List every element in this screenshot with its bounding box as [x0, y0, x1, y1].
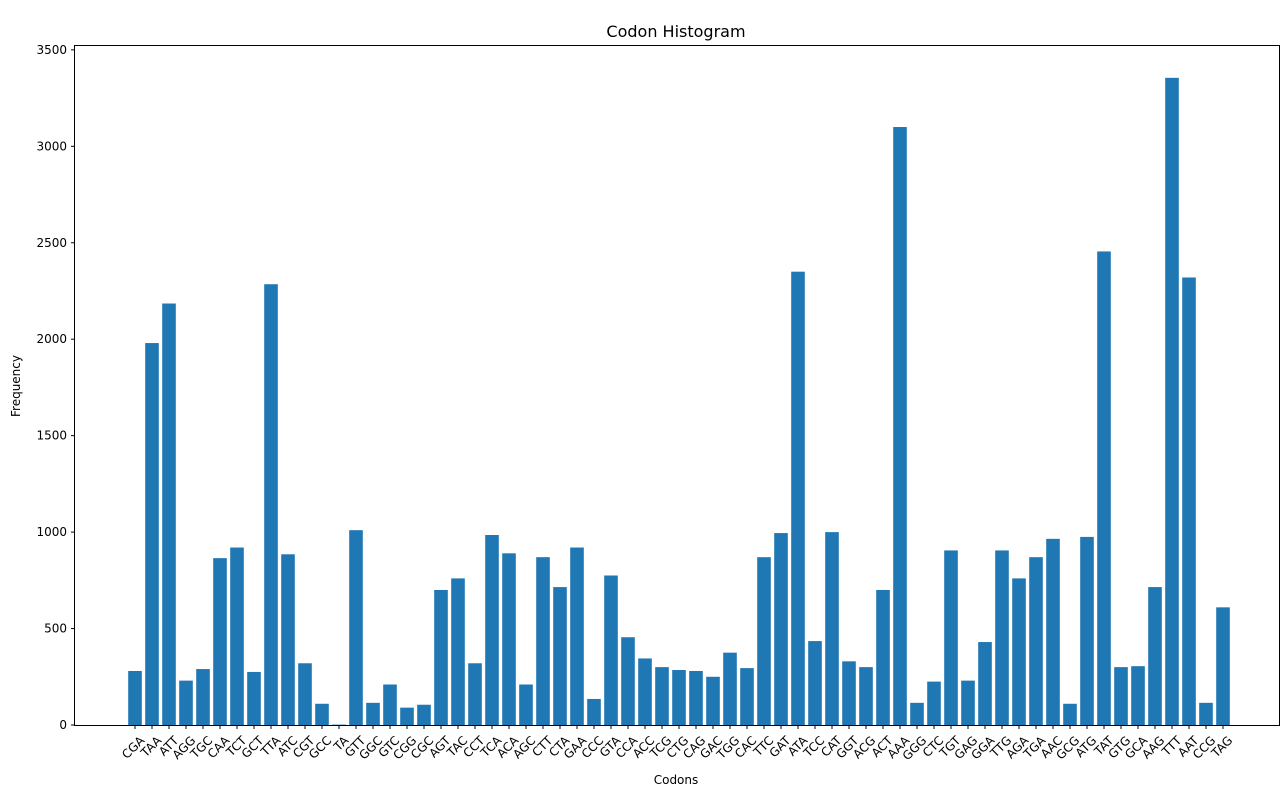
bar-tga — [1029, 557, 1043, 725]
bar-act — [876, 589, 890, 725]
bar-tct — [230, 547, 244, 725]
bar-agt — [434, 589, 448, 725]
y-tick-label: 500 — [44, 622, 67, 636]
bar-cgc — [417, 704, 431, 725]
bar-aga — [1012, 578, 1026, 725]
bar-cat — [825, 532, 839, 725]
bar-att — [162, 303, 176, 725]
bar-gtc — [383, 684, 397, 725]
bar-ttc — [757, 557, 771, 725]
y-tick-label: 0 — [59, 718, 67, 732]
bar-cgt — [298, 663, 312, 725]
y-axis: 0 500 1000 1500 2000 2500 3000 3500 — [36, 43, 75, 732]
bar-tcc — [808, 641, 822, 725]
chart-title: Codon Histogram — [606, 22, 745, 41]
bar-gga — [978, 642, 992, 725]
y-tick-label: 2000 — [36, 332, 67, 346]
bar-aca — [502, 553, 516, 725]
bar-ggt — [842, 661, 856, 725]
bar-ccg — [1199, 702, 1213, 725]
bar-atg — [1080, 536, 1094, 725]
bar-aat — [1182, 277, 1196, 725]
bar-gct — [247, 671, 261, 725]
bar-aag — [1148, 587, 1162, 725]
bar-ggc — [366, 702, 380, 725]
bar-gat — [774, 533, 788, 725]
bar-aaa — [893, 127, 907, 725]
bar-tag — [1216, 607, 1230, 725]
bar-ggg — [910, 702, 924, 725]
y-tick-label: 3500 — [36, 43, 67, 57]
bar-ttt — [1165, 77, 1179, 725]
bar-taa — [145, 343, 159, 725]
bar-gcg — [1063, 703, 1077, 725]
bar-agc — [519, 684, 533, 725]
bar-ctg — [672, 670, 686, 725]
x-axis-label: Codons — [654, 773, 699, 787]
bar-tgc — [196, 669, 210, 725]
bar-gaa — [570, 547, 584, 725]
bar-gag — [961, 680, 975, 725]
y-tick-label: 2500 — [36, 236, 67, 250]
bar-tca — [485, 535, 499, 725]
bar-ata — [791, 271, 805, 725]
bar-cta — [553, 587, 567, 725]
bar-cca — [621, 637, 635, 725]
bar-tgt — [944, 550, 958, 725]
bar-gtg — [1114, 667, 1128, 725]
bars-group — [128, 77, 1230, 725]
bar-caa — [213, 558, 227, 725]
bar-gca — [1131, 666, 1145, 725]
bar-ctc — [927, 681, 941, 725]
bar-cga — [128, 670, 142, 725]
bar-tgg — [723, 652, 737, 725]
bar-tta — [264, 284, 278, 725]
bar-cac — [740, 668, 754, 725]
bar-gtt — [349, 530, 363, 725]
bar-tcg — [655, 667, 669, 725]
bar-gcc — [315, 703, 329, 725]
bar-atc — [281, 554, 295, 725]
y-tick-label: 1500 — [36, 429, 67, 443]
y-tick-label: 3000 — [36, 139, 67, 153]
bar-ttg — [995, 550, 1009, 725]
bar-cct — [468, 663, 482, 725]
bar-gta — [604, 575, 618, 725]
bar-gac — [706, 676, 720, 725]
bar-aac — [1046, 538, 1060, 725]
x-axis: CGATAAATTAGGTGCCAATCTGCTTTAATCCGTGCCTAGT… — [119, 725, 1235, 763]
y-axis-label: Frequency — [9, 355, 23, 417]
bar-tac — [451, 578, 465, 725]
y-tick-label: 1000 — [36, 525, 67, 539]
bar-cag — [689, 670, 703, 725]
bar-acc — [638, 658, 652, 725]
bar-cgg — [400, 707, 414, 725]
bar-tat — [1097, 251, 1111, 725]
bar-acg — [859, 667, 873, 725]
bar-agg — [179, 680, 193, 725]
bar-ccc — [587, 698, 601, 725]
bar-ctt — [536, 557, 550, 725]
